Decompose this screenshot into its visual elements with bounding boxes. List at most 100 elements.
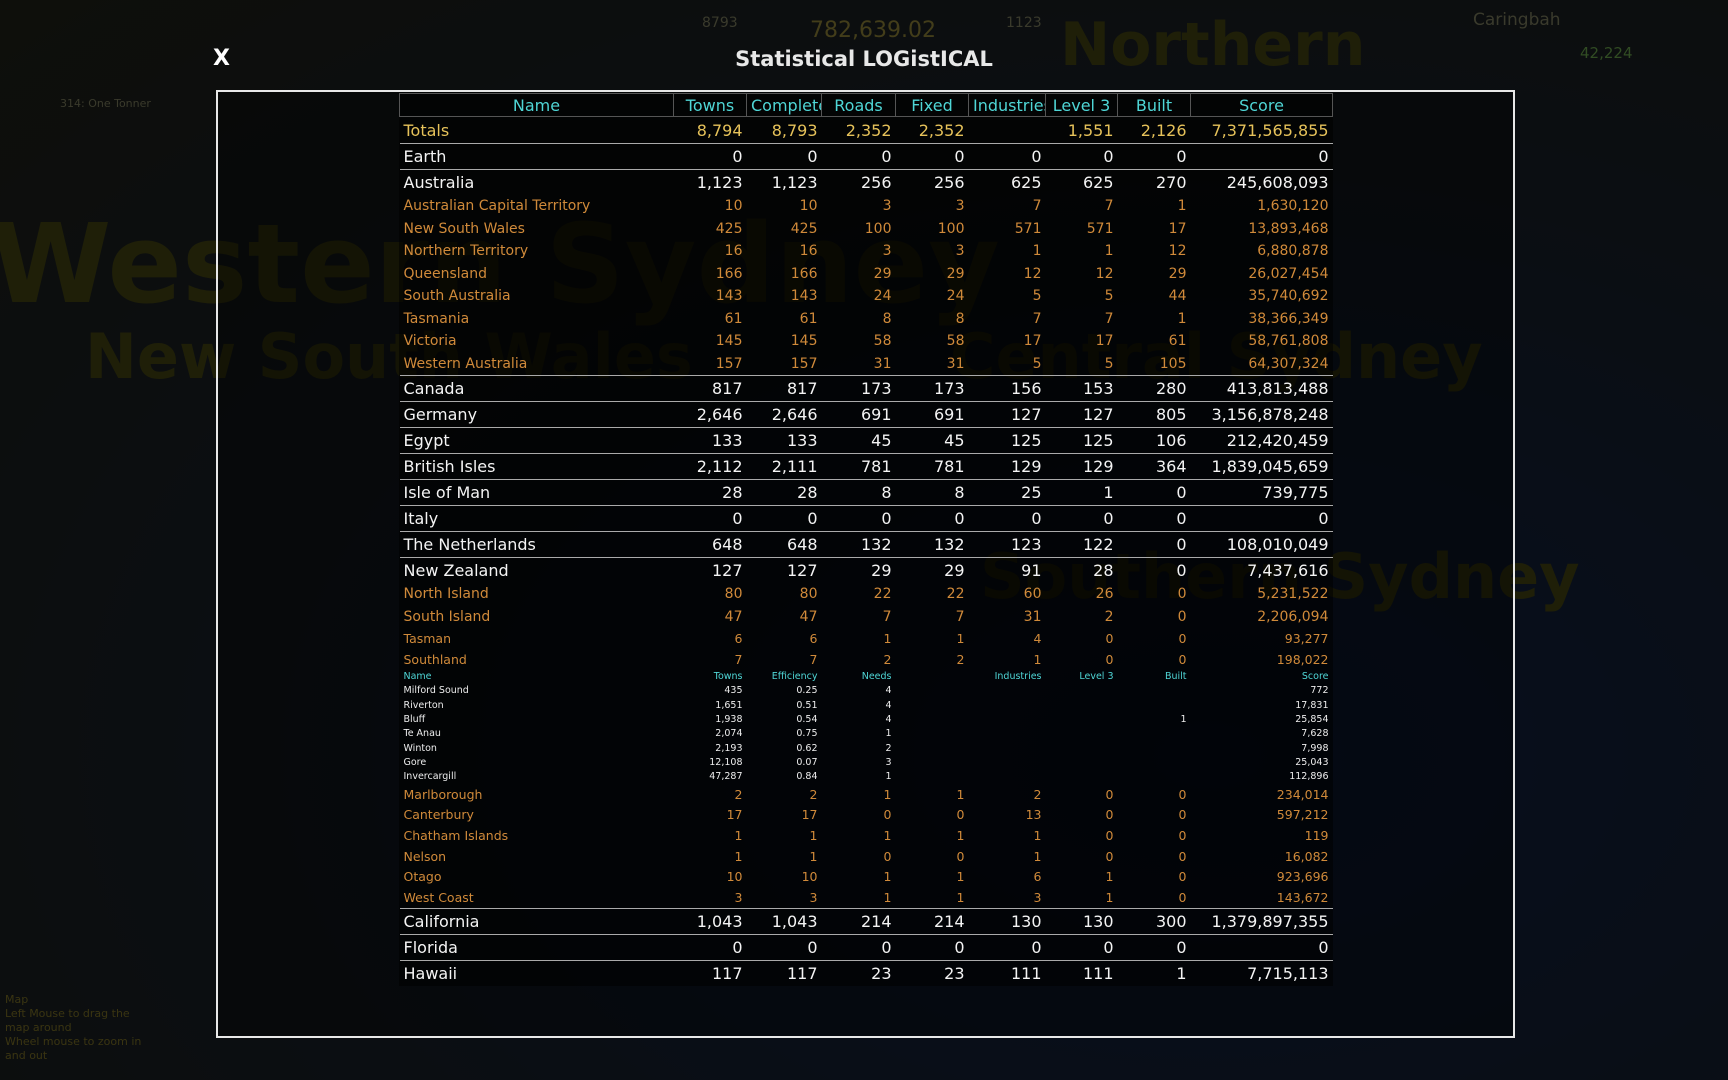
cell: 648 — [746, 531, 822, 558]
cell — [1118, 684, 1191, 698]
row-name: New South Wales — [403, 220, 525, 237]
cell: 7 — [955, 608, 965, 625]
row-name: Egypt — [399, 427, 674, 454]
cell: 571 — [1014, 220, 1042, 237]
cell: 28 — [673, 479, 747, 506]
cell: 0 — [968, 933, 1046, 961]
cell: 2 — [956, 651, 965, 667]
cell: Level 3 — [1079, 671, 1114, 683]
cell: 1 — [1105, 890, 1114, 906]
cell: 10 — [724, 198, 743, 215]
row-name: New Zealand — [399, 557, 674, 583]
town-row: Invercargill 47,287 0.84 1 112,896 — [400, 769, 1333, 783]
cell: 0 — [1117, 557, 1191, 583]
cell: 923,696 — [1276, 869, 1329, 885]
row-name: Otago — [403, 869, 442, 885]
cell: 29 — [873, 265, 892, 282]
cell: 58 — [946, 333, 965, 350]
cell: 112,896 — [1289, 771, 1329, 783]
cell: 0 — [1105, 848, 1114, 864]
cell: 47 — [799, 608, 818, 625]
cell: Efficiency — [771, 671, 818, 683]
cell: 256 — [895, 169, 969, 195]
cell: 0 — [746, 505, 822, 532]
cell: 153 — [1045, 375, 1118, 402]
help-line: and out — [5, 1049, 48, 1062]
cell: 26,027,454 — [1248, 265, 1329, 282]
cell: 817 — [673, 375, 747, 402]
cell: 0 — [1190, 933, 1333, 961]
cell: 2,112 — [673, 453, 747, 480]
state-row: Australian Capital Territory 10 10 3 3 7 7 1 1,6… — [400, 195, 1333, 218]
cell: 13 — [1025, 807, 1042, 823]
total-row: Totals 8,794 8,793 2,352 2,352 1,551 2,126 7,37… — [399, 116, 1333, 144]
row-name: Totals — [399, 116, 674, 144]
cell: Towns — [713, 671, 743, 683]
cell — [1118, 698, 1191, 712]
cell: 157 — [715, 355, 743, 372]
cell: 127 — [673, 557, 747, 583]
cell: 6,880,878 — [1257, 243, 1329, 260]
cell: 1 — [956, 630, 965, 646]
cell: 7 — [1104, 310, 1114, 327]
cell — [1118, 755, 1191, 769]
state-row: Western Australia 157 157 31 31 5 5 105 64,307,3… — [400, 353, 1333, 376]
cell: 0 — [746, 143, 822, 170]
cell: 5 — [1032, 355, 1042, 372]
cell: 133 — [746, 427, 822, 454]
row-name: Bluff — [403, 713, 426, 725]
state-row: New South Wales 425 425 100 100 571 571 17 13,89… — [400, 218, 1333, 241]
cell: 1,630,120 — [1257, 198, 1329, 215]
cell — [1046, 727, 1118, 741]
country-row: Isle of Man 28 28 8 8 25 1 0 739,775 — [399, 479, 1333, 506]
country-row: The Netherlands 648 648 132 132 123 122 0 108,01… — [399, 531, 1333, 558]
cell: 0 — [1117, 479, 1191, 506]
region-row: Marlborough 2 2 1 1 2 0 0 234,014 — [400, 784, 1333, 805]
cell: 1 — [1104, 243, 1114, 260]
cell: 1 — [885, 771, 892, 783]
cell: 6 — [1033, 869, 1042, 885]
cell — [1046, 712, 1118, 726]
cell: 8 — [821, 479, 896, 506]
cell: 4 — [885, 713, 892, 725]
state-row: North Island 80 80 22 22 60 26 0 5,231,522 — [400, 583, 1333, 606]
row-name: Australian Capital Territory — [403, 198, 591, 215]
column-header: Fixed — [895, 93, 969, 117]
cell: 1 — [1033, 651, 1042, 667]
cell: Industries — [994, 671, 1042, 683]
cell: 16,082 — [1284, 848, 1329, 864]
cell: 100 — [864, 220, 892, 237]
cell: 0 — [1190, 143, 1333, 170]
row-name: Marlborough — [403, 786, 483, 802]
cell: 0 — [1117, 505, 1191, 532]
cell: 2,646 — [746, 401, 822, 428]
cell: 0 — [968, 505, 1046, 532]
dialog-title: Statistical LOGistICAL — [735, 47, 993, 71]
cell: 22 — [873, 586, 892, 603]
cell: 7,371,565,855 — [1190, 116, 1333, 144]
cell: 0 — [1117, 143, 1191, 170]
cell — [896, 755, 969, 769]
cell: 13,893,468 — [1248, 220, 1329, 237]
cell: 25 — [968, 479, 1046, 506]
row-name: Riverton — [403, 699, 444, 711]
cell: Score — [1301, 671, 1329, 683]
cell: 0 — [1178, 848, 1187, 864]
cell: 0 — [895, 505, 969, 532]
cell: 648 — [673, 531, 747, 558]
close-button[interactable]: X — [213, 46, 230, 71]
cell — [1046, 755, 1118, 769]
town-row: Gore 12,108 0.07 3 25,043 — [400, 755, 1333, 769]
row-name: Tasman — [403, 630, 452, 646]
cell — [896, 698, 969, 712]
cell: 100 — [937, 220, 965, 237]
cell: 166 — [715, 265, 743, 282]
cell: 0 — [968, 143, 1046, 170]
cell: 23 — [895, 959, 969, 986]
cell: 2,111 — [746, 453, 822, 480]
cell: 739,775 — [1190, 479, 1333, 506]
cell: 817 — [746, 375, 822, 402]
cell: 2 — [734, 786, 743, 802]
cell: 1 — [1177, 198, 1187, 215]
cell: 60 — [1023, 586, 1042, 603]
